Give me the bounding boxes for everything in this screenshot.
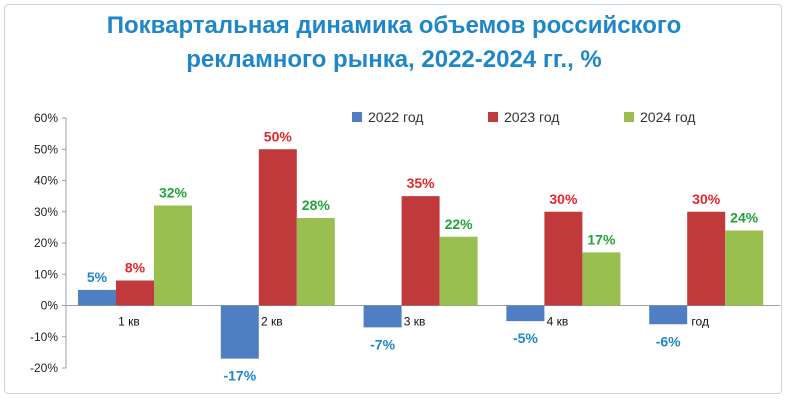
category-label: 2 кв	[261, 315, 283, 329]
data-label: 32%	[159, 185, 188, 201]
category-label: 3 кв	[404, 315, 426, 329]
legend-label: 2023 год	[504, 109, 559, 125]
bar	[687, 211, 726, 306]
bar	[582, 252, 621, 306]
legend-swatch	[488, 112, 498, 122]
data-label: 35%	[407, 175, 436, 191]
data-label: 30%	[692, 191, 721, 207]
data-label: 17%	[587, 231, 616, 247]
bar	[258, 149, 297, 306]
bar	[439, 236, 478, 306]
data-label: 30%	[549, 191, 578, 207]
data-label: -7%	[370, 336, 395, 352]
data-label: -17%	[223, 368, 256, 384]
bar	[544, 211, 583, 306]
chart-title-line-1: Поквартальная динамика объемов российско…	[106, 12, 682, 39]
category-label: год	[691, 315, 709, 329]
chart-frame	[4, 4, 782, 394]
data-label: -6%	[656, 333, 681, 349]
y-tick-label: 0%	[41, 299, 59, 313]
data-label: 8%	[125, 260, 146, 276]
bar	[220, 305, 259, 359]
y-tick-label: -10%	[30, 330, 58, 344]
bar	[154, 205, 192, 306]
chart-title-line-2: рекламного рынка, 2022-2024 гг., %	[186, 46, 602, 73]
y-tick-label: -20%	[30, 361, 58, 375]
y-tick-label: 40%	[34, 174, 58, 188]
y-tick-label: 60%	[34, 111, 58, 125]
data-label: 5%	[87, 269, 108, 285]
y-tick-label: 20%	[34, 236, 58, 250]
category-label: 4 кв	[547, 315, 569, 329]
y-tick-label: 10%	[34, 267, 58, 281]
bar	[401, 196, 440, 306]
legend-label: 2022 год	[368, 109, 423, 125]
bar	[725, 230, 764, 306]
legend-swatch	[352, 112, 362, 122]
data-label: 22%	[445, 216, 474, 232]
legend-swatch	[624, 112, 634, 122]
bar	[116, 280, 154, 306]
data-label: 50%	[264, 128, 293, 144]
bar	[649, 305, 688, 325]
category-label: 1 кв	[118, 315, 140, 329]
data-label: 24%	[730, 210, 759, 226]
bar	[78, 289, 116, 306]
legend-label: 2024 год	[640, 109, 695, 125]
data-label: 28%	[302, 197, 331, 213]
data-label: -5%	[513, 330, 538, 346]
bar	[506, 305, 545, 322]
y-tick-label: 30%	[34, 205, 58, 219]
bar	[363, 305, 402, 328]
y-tick-label: 50%	[34, 142, 58, 156]
bar	[296, 218, 335, 306]
